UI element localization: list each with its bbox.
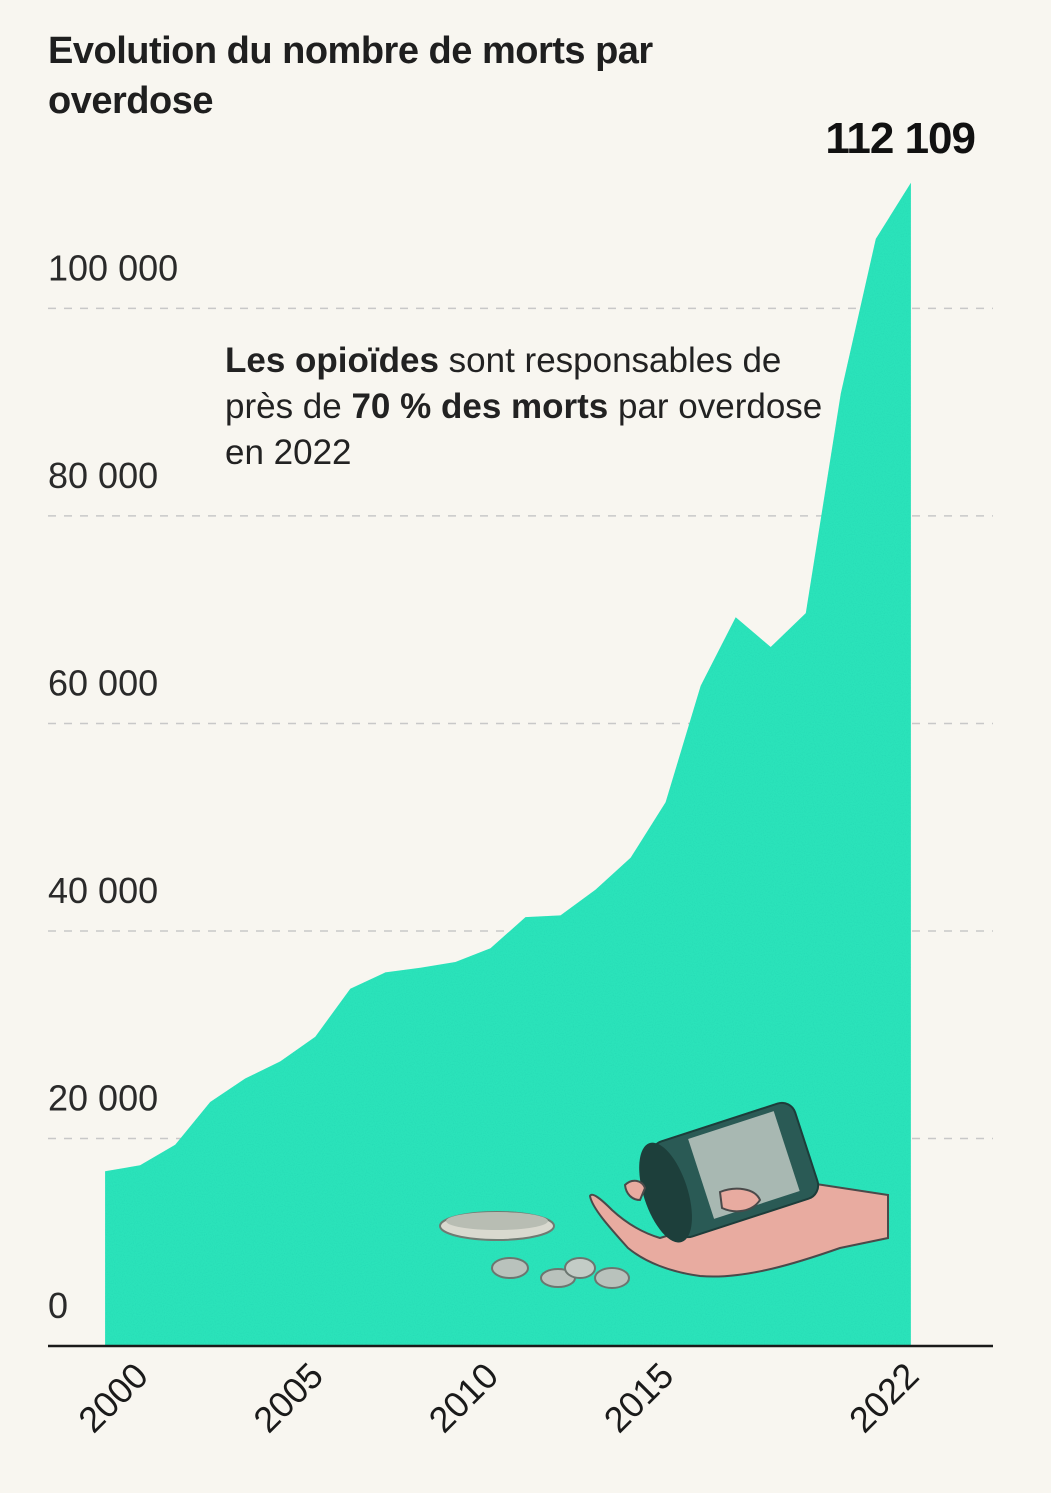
annotation-text-1: sont responsables de près de [225, 341, 782, 426]
y-tick-label: 20 000 [48, 1077, 158, 1118]
series-area [105, 182, 911, 1346]
y-axis: 0 20 000 40 000 60 000 80 000 100 000 [48, 247, 178, 1326]
x-axis: 2000 2005 2010 2015 2022 [70, 1355, 926, 1441]
annotation-text-2: par overdose en 2022 [225, 387, 823, 472]
annotation-bold-opioides: Les opioïdes [225, 341, 439, 380]
x-tick-label: 2005 [245, 1355, 331, 1441]
annotation-bold-share: 70 % des morts [351, 387, 609, 426]
x-tick-label: 2010 [420, 1355, 506, 1441]
y-tick-label: 80 000 [48, 455, 158, 496]
peak-value-label: 112 109 [825, 114, 975, 163]
x-tick-label: 2015 [596, 1355, 682, 1441]
pill-bottle-illustration [439, 1101, 889, 1289]
y-tick-label: 100 000 [48, 247, 178, 288]
x-tick-label: 2000 [70, 1355, 156, 1441]
x-tick-label: 2022 [841, 1355, 927, 1441]
y-tick-label: 0 [48, 1285, 68, 1326]
y-tick-label: 40 000 [48, 870, 158, 911]
pill-icon [564, 1257, 596, 1279]
annotation: Les opioïdes sont responsables de près d… [225, 338, 825, 476]
y-tick-label: 60 000 [48, 662, 158, 703]
pill-icon [491, 1257, 529, 1279]
pill-icon [594, 1267, 630, 1289]
bottle-label [688, 1111, 800, 1219]
chart-title: Evolution du nombre de morts par overdos… [48, 30, 653, 122]
